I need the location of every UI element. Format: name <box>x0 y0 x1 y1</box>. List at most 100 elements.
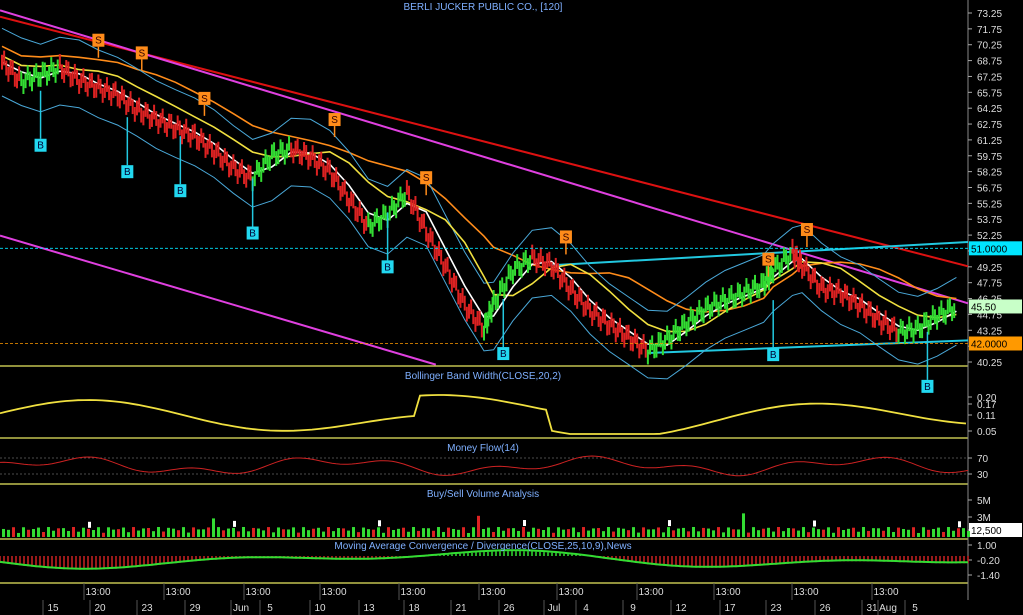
volume-bar <box>277 527 280 537</box>
marker-tag <box>969 299 1022 314</box>
date-label: 5 <box>912 603 918 614</box>
date-label: 4 <box>583 603 589 614</box>
volume-bar <box>407 531 410 537</box>
price-tick-label: 65.75 <box>977 88 1002 99</box>
volume-bar <box>437 527 440 537</box>
volume-bar <box>357 532 360 537</box>
buy-signal-label: B <box>249 229 256 240</box>
volume-bar <box>402 527 405 537</box>
volume-bar <box>307 530 310 537</box>
mfi-line <box>0 455 969 477</box>
time-label: 13:00 <box>480 587 505 598</box>
volume-bar <box>127 532 130 537</box>
volume-bar <box>852 527 855 537</box>
volume-bar <box>892 531 895 537</box>
chart-title: BERLI JUCKER PUBLIC CO., [120] <box>404 2 563 13</box>
volume-tick-label: 5M <box>977 496 991 507</box>
buy-signal-box <box>381 260 394 274</box>
buy-signal-label: B <box>124 167 131 178</box>
volume-bar <box>692 527 695 537</box>
volume-bar <box>457 529 460 537</box>
date-label: 26 <box>819 603 831 614</box>
price-tick-label: 59.75 <box>977 152 1002 163</box>
volume-bar <box>887 527 890 537</box>
volume-bar <box>877 528 880 537</box>
bbw-line <box>0 394 967 435</box>
time-label: 13:00 <box>715 587 740 598</box>
date-label: 12 <box>675 603 687 614</box>
volume-bar <box>42 531 45 537</box>
date-label: 26 <box>503 603 515 614</box>
volume-bar <box>847 528 850 537</box>
volume-bar <box>242 527 245 537</box>
axes: 73.25 71.75 70.25 68.75 67.25 65.75 64.25 62.75… <box>42 9 1022 615</box>
sell-signal-label: S <box>95 36 102 47</box>
time-label: 13:00 <box>793 587 818 598</box>
volume-bar <box>937 527 940 537</box>
volume-bar <box>422 528 425 537</box>
volume-bar <box>352 527 355 537</box>
marker-tag-label: 45.50 <box>971 302 996 313</box>
volume-bar <box>632 527 635 537</box>
price-tick-label: 47.75 <box>977 279 1002 290</box>
macd-tick-label: -1.40 <box>977 571 1000 582</box>
volume-bar <box>702 527 705 537</box>
volume-marker <box>523 520 526 527</box>
volume-bar <box>122 527 125 537</box>
volume-bar <box>377 527 380 537</box>
bbw-title: Bollinger Band Width(CLOSE,20,2) <box>405 371 561 382</box>
sell-signal-box <box>559 230 572 244</box>
volume-bar <box>37 527 40 537</box>
volume-bar <box>147 528 150 537</box>
buy-signal-box <box>497 347 510 361</box>
volume-bar <box>862 527 865 537</box>
volume-bar <box>582 527 585 537</box>
volume-bar <box>62 528 65 537</box>
sell-signal-box <box>420 171 433 185</box>
buy-signal-box <box>767 348 780 362</box>
volume-bar <box>322 531 325 537</box>
volume-bar <box>182 527 185 537</box>
volume-marker <box>958 521 961 528</box>
volume-bar <box>752 527 755 537</box>
time-label: 13:00 <box>321 587 346 598</box>
volume-bar <box>237 531 240 537</box>
volume-bar <box>492 531 495 537</box>
price-tick-label: 56.75 <box>977 184 1002 195</box>
volume-bar <box>192 527 195 537</box>
volume-bar <box>132 527 135 537</box>
volume-bar <box>857 531 860 537</box>
buy-signal-label: B <box>37 141 44 152</box>
volume-bar <box>167 527 170 537</box>
volume-bar <box>312 528 315 537</box>
volume-bar <box>592 528 595 537</box>
volume-bar <box>522 527 525 537</box>
volume-bar <box>662 532 665 537</box>
volume-bar <box>787 528 790 537</box>
bbw-tick-label: 0.05 <box>977 427 997 438</box>
sell-signal-label: S <box>138 48 145 59</box>
volume-bar <box>77 531 80 537</box>
marker-tag-label: 51.0000 <box>971 244 1008 255</box>
volume-bar <box>342 528 345 537</box>
volume-bar <box>747 532 750 537</box>
volume-bar <box>552 532 555 537</box>
volume-bar <box>667 527 670 537</box>
volume-bar <box>412 527 415 537</box>
volume-bar <box>157 527 160 537</box>
date-label: 10 <box>314 603 326 614</box>
volume-bar <box>292 527 295 537</box>
volume-bar <box>812 527 815 537</box>
volume-bar <box>722 532 725 537</box>
sell-signal-label: S <box>331 115 338 126</box>
price-tick-label: 73.25 <box>977 9 1002 20</box>
volume-bar <box>232 527 235 537</box>
price-tick-label: 52.25 <box>977 231 1002 242</box>
volume-bar <box>557 527 560 537</box>
date-label: 20 <box>94 603 106 614</box>
volume-bar <box>902 528 905 537</box>
volume-bar <box>287 529 290 537</box>
volume-bar <box>922 527 925 537</box>
volume-bar <box>927 529 930 537</box>
